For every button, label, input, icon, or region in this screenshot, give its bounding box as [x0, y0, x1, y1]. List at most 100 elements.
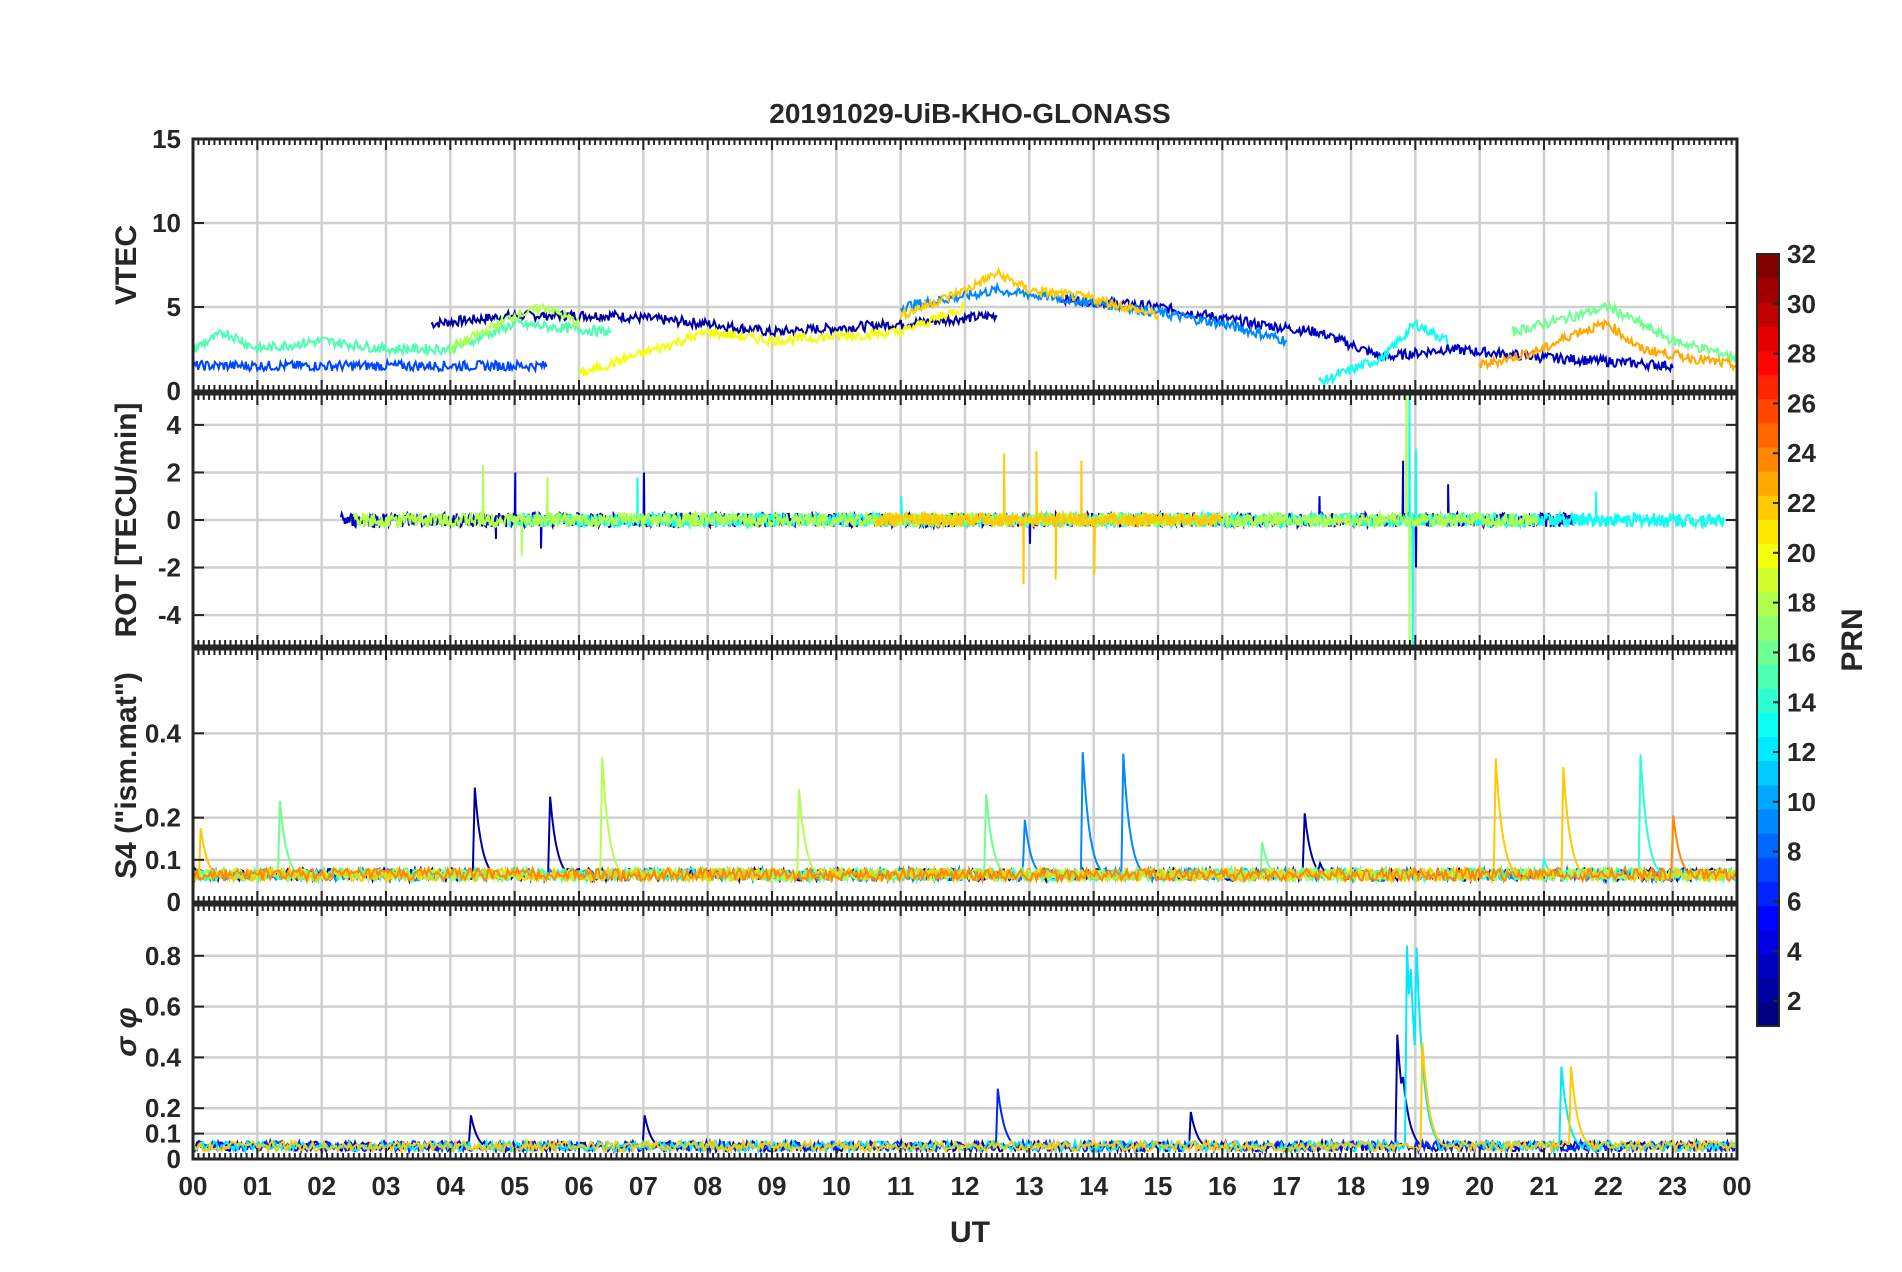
series-line-prn-15 [193, 317, 612, 358]
colorbar-segment [1757, 808, 1779, 834]
x-tick-label: 13 [1015, 1171, 1044, 1201]
x-tick-label: 22 [1594, 1171, 1623, 1201]
x-tick-label: 00 [1723, 1171, 1752, 1201]
x-tick-label: 01 [243, 1171, 272, 1201]
colorbar-segment [1757, 591, 1779, 617]
colorbar-segment [1757, 326, 1779, 352]
colorbar-segment [1757, 712, 1779, 738]
colorbar-tick-label: 2 [1787, 986, 1801, 1016]
y-tick-label: 5 [167, 292, 181, 322]
colorbar-segment [1757, 519, 1779, 545]
x-tick-label: 19 [1401, 1171, 1430, 1201]
x-tick-label: 04 [436, 1171, 465, 1201]
y-tick-label: 2 [167, 457, 181, 487]
colorbar-tick-label: 6 [1787, 886, 1801, 916]
x-tick-label: 07 [629, 1171, 658, 1201]
y-axis-label: S4 ("ism.mat") [110, 672, 143, 879]
colorbar-tick-label: 18 [1787, 588, 1816, 618]
colorbar-tick-label: 8 [1787, 837, 1801, 867]
colorbar-tick-label: 14 [1787, 687, 1816, 717]
x-tick-label: 05 [500, 1171, 529, 1201]
colorbar-segment [1757, 857, 1779, 882]
colorbar-segment [1757, 350, 1779, 376]
panel-sigma-phi: 00.10.2 0.4 0.6 0.8 σ φ [110, 903, 1739, 1174]
tick-marks [192, 905, 1738, 1160]
x-tick-label: 21 [1530, 1171, 1559, 1201]
colorbar-tick-label: 30 [1787, 289, 1816, 319]
colorbar-segment [1757, 640, 1779, 665]
colorbar-segment [1757, 398, 1779, 424]
x-tick-label: 15 [1144, 1171, 1173, 1201]
colorbar-segment [1757, 278, 1779, 303]
x-tick-label: 18 [1337, 1171, 1366, 1201]
colorbar-segment [1757, 495, 1779, 520]
y-tick-label: 0.2 [145, 803, 181, 833]
x-tick-label: 09 [758, 1171, 787, 1201]
x-tick-label: 10 [822, 1171, 851, 1201]
tick-marks [192, 394, 1738, 646]
x-tick-label: 23 [1658, 1171, 1687, 1201]
colorbar-segment [1757, 736, 1779, 762]
y-tick-label: 0.2 [145, 1093, 181, 1123]
colorbar-frame [1756, 253, 1780, 1027]
colorbar-segment [1757, 302, 1779, 327]
y-axis-label: ROT [TECU/min] [110, 403, 143, 638]
colorbar-segment [1757, 784, 1779, 810]
series-line-prn-24 [193, 815, 1737, 885]
colorbar-segment [1757, 977, 1779, 1003]
y-tick-label: 0.8 [145, 941, 181, 971]
series-line-prn-3 [1060, 293, 1674, 374]
colorbar-tick-label: 16 [1787, 637, 1816, 667]
y-tick-label: 0.1 [145, 845, 181, 875]
series-line-prn-18 [352, 394, 1539, 646]
y-tick-label: 10 [152, 208, 181, 238]
x-tick-label: 14 [1079, 1171, 1108, 1201]
panel-s4: 0 0.1 0.2 0.4S4 ("ism.mat") [110, 647, 1739, 917]
tick-marks [192, 138, 1738, 392]
colorbar-segment [1757, 422, 1779, 448]
y-tick-label: -4 [158, 600, 182, 630]
x-tick-label: 00 [179, 1171, 208, 1201]
y-tick-label: 0.4 [145, 718, 182, 748]
colorbar-segment [1757, 760, 1779, 786]
y-tick-label: 15 [152, 124, 181, 154]
colorbar-segment [1757, 905, 1779, 931]
colorbar-segment [1757, 447, 1779, 472]
colorbar-segment [1757, 471, 1779, 496]
colorbar-tick-label: 20 [1787, 538, 1816, 568]
y-tick-label: 0.4 [145, 1042, 182, 1072]
colorbar-tick-label: 12 [1787, 737, 1816, 767]
y-axis-label: σ φ [110, 1007, 143, 1056]
colorbar-segment [1757, 929, 1779, 955]
y-tick-label: -2 [158, 553, 181, 583]
x-tick-label: 06 [565, 1171, 594, 1201]
colorbar-segment [1757, 881, 1779, 906]
colorbar-segment [1757, 615, 1779, 641]
series-line-prn-16 [1511, 301, 1737, 364]
y-tick-label: 0.6 [145, 992, 181, 1022]
series-line-prn-22 [899, 266, 1159, 321]
series-line-prn-20 [578, 300, 965, 377]
colorbar-segment [1757, 374, 1779, 400]
y-tick-label: 0.1 [145, 1119, 181, 1149]
colorbar-tick-label: 10 [1787, 787, 1816, 817]
panel-rot: -4 -2 0 2 4 ROT [TECU/min] [110, 392, 1739, 648]
panel-vtec: 0 5 10 15 VTEC [110, 124, 1739, 406]
colorbar-segment [1757, 254, 1779, 279]
colorbar-tick-label: 28 [1787, 339, 1816, 369]
series-line-prn-2 [430, 308, 998, 338]
x-tick-label: 16 [1208, 1171, 1237, 1201]
colorbar-segment [1757, 953, 1779, 979]
y-tick-label: 0 [167, 505, 181, 535]
colorbar-tick-label: 32 [1787, 239, 1816, 269]
colorbar-segment [1757, 567, 1779, 593]
y-tick-label: 0 [167, 887, 181, 917]
x-tick-label: 08 [693, 1171, 722, 1201]
x-tick-label: 20 [1465, 1171, 1494, 1201]
chart-title: 20191029-UiB-KHO-GLONASS [769, 98, 1170, 129]
colorbar-tick-label: 26 [1787, 388, 1816, 418]
series-line-prn-22 [874, 451, 1223, 585]
